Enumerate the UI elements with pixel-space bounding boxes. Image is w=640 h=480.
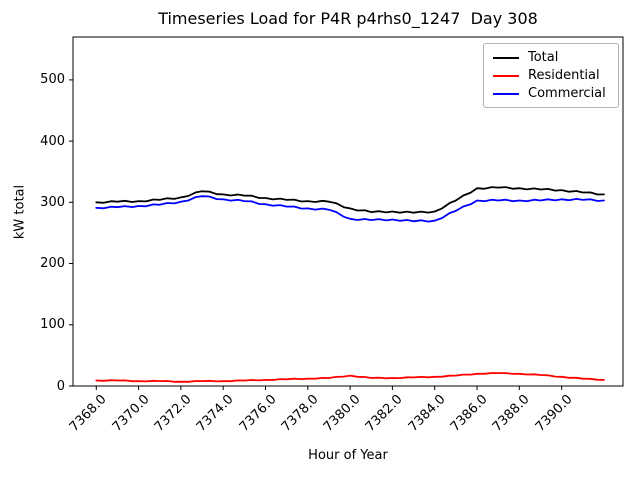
legend-line-swatch-total [493,56,519,59]
y-tick-label: 500 [40,72,65,88]
y-tick-label: 0 [56,378,65,394]
legend-item-total: Total [493,49,609,66]
legend-line-swatch-commercial [493,92,519,95]
legend-label-total: Total [528,50,559,65]
series-line-commercial [95,195,605,223]
y-tick-label: 300 [40,194,65,210]
legend-item-commercial: Commercial [493,85,609,102]
chart-title: Timeseries Load for P4R p4rhs0_1247 Day … [158,9,538,28]
legend-label-residential: Residential [528,68,600,83]
series-line-residential [95,372,605,383]
y-tick-label: 100 [40,317,65,333]
y-tick-label: 400 [40,133,65,149]
axes-box [72,36,624,387]
legend: Total Residential Commercial [483,43,619,108]
series-line-total [95,186,605,214]
legend-label-commercial: Commercial [528,86,606,101]
legend-item-residential: Residential [493,67,609,84]
x-axis-label: Hour of Year [308,448,388,463]
legend-line-swatch-residential [493,74,519,77]
y-tick-label: 200 [40,256,65,271]
